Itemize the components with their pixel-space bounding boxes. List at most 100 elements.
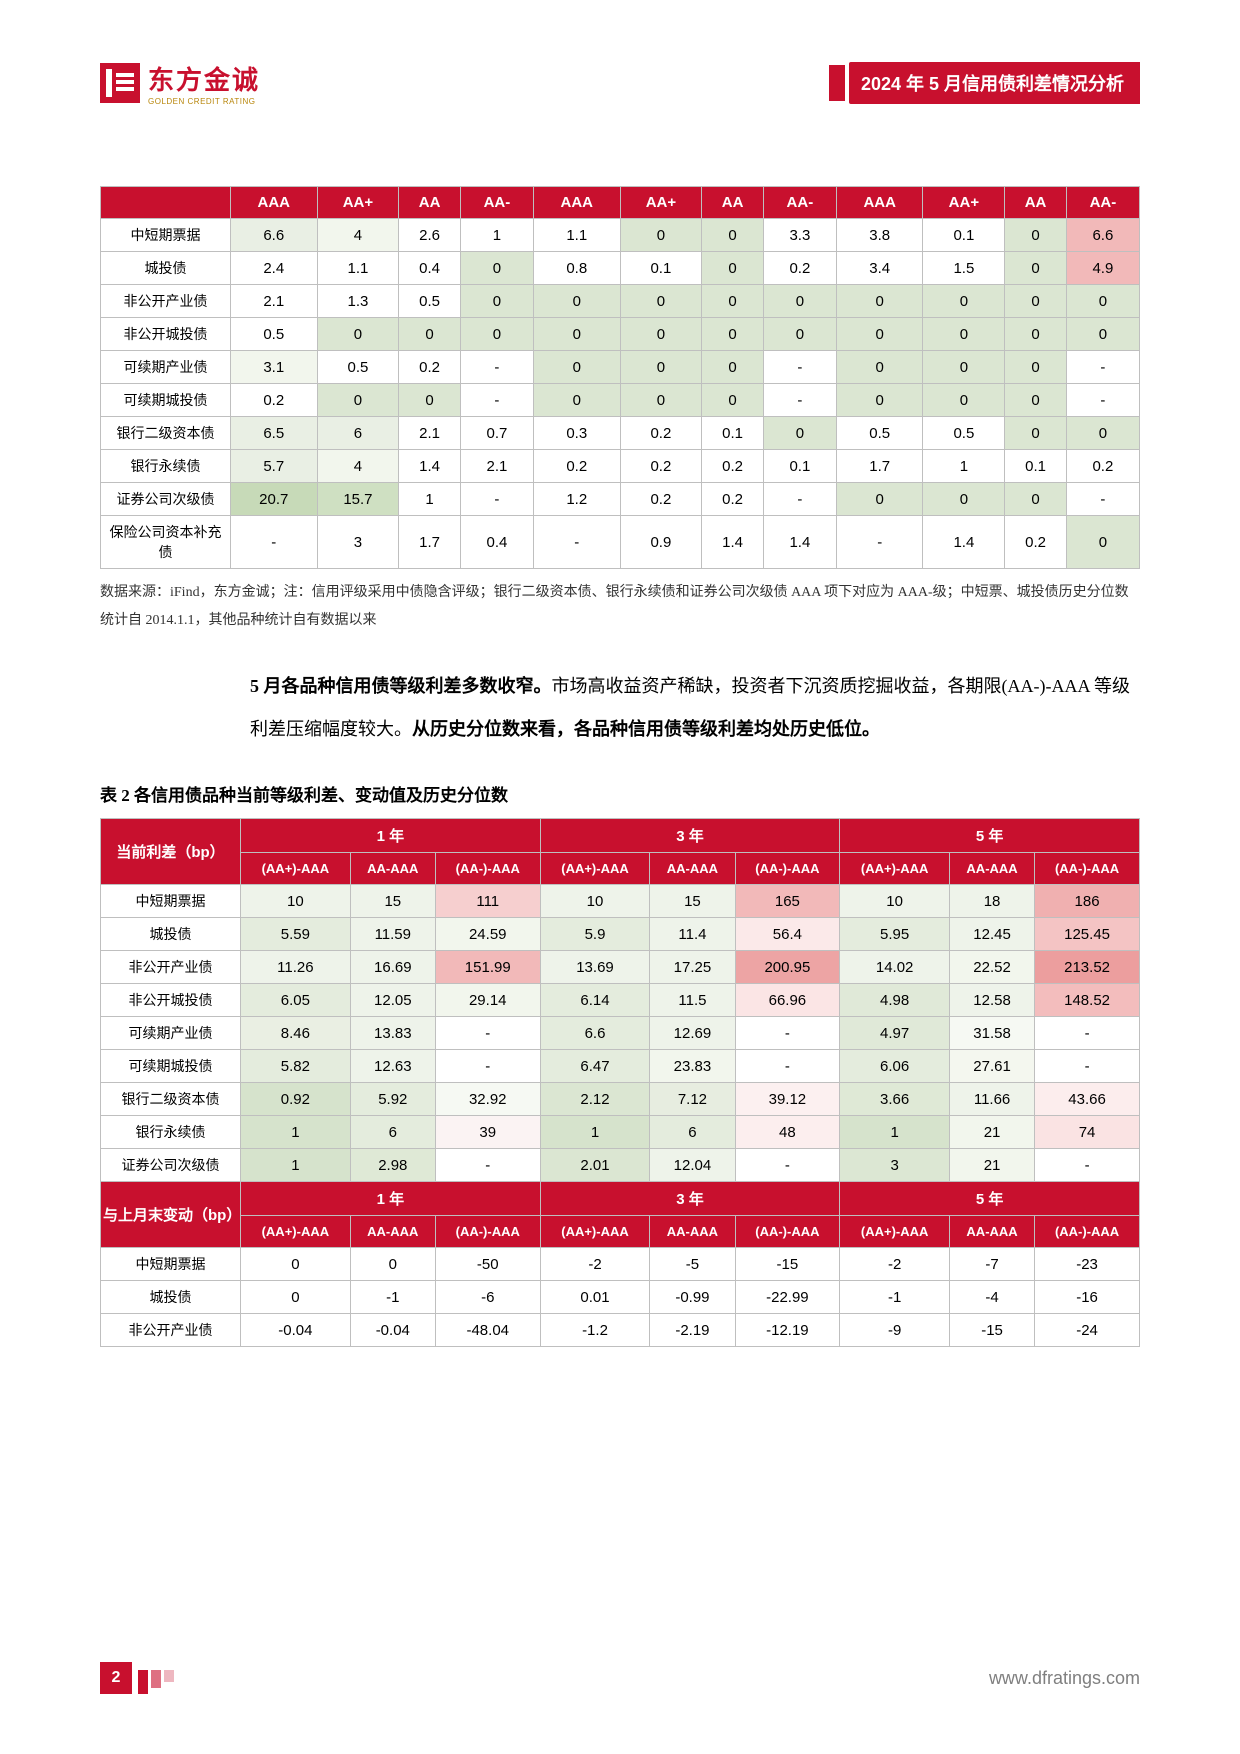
table-cell: 0 <box>923 285 1005 318</box>
doc-title-wrap: 2024 年 5 月信用债利差情况分析 <box>829 62 1140 104</box>
table-cell: 4 <box>317 219 399 252</box>
sub-header: (AA+)-AAA <box>540 853 650 885</box>
table-cell: 6.47 <box>540 1050 650 1083</box>
table-cell: 1.4 <box>399 450 461 483</box>
table-cell: 0 <box>702 285 764 318</box>
table-cell: 0 <box>763 285 836 318</box>
table-cell: -7 <box>950 1248 1035 1281</box>
sub-header: AA-AAA <box>950 853 1035 885</box>
table-cell: 32.92 <box>435 1083 540 1116</box>
table-cell: 0.1 <box>1005 450 1067 483</box>
table-row-label: 城投债 <box>101 1281 241 1314</box>
table-cell: 0.2 <box>1066 450 1139 483</box>
source-note: 数据来源：iFind，东方金诚；注：信用评级采用中债隐含评级；银行二级资本债、银… <box>100 579 1140 635</box>
table-cell: -5 <box>650 1248 735 1281</box>
table-cell: -23 <box>1035 1248 1140 1281</box>
table-cell: 0 <box>836 351 923 384</box>
table-cell: - <box>763 483 836 516</box>
table-cell: 20.7 <box>231 483 318 516</box>
table-cell: 29.14 <box>435 984 540 1017</box>
table-cell: 0.4 <box>460 516 533 569</box>
table-cell: 11.4 <box>650 918 735 951</box>
table-cell: 2.1 <box>231 285 318 318</box>
table-cell: 2.01 <box>540 1149 650 1182</box>
table-cell: 3 <box>317 516 399 569</box>
table-row-label: 中短期票据 <box>101 219 231 252</box>
table-cell: 5.7 <box>231 450 318 483</box>
table-cell: 7.12 <box>650 1083 735 1116</box>
table-cell: 0 <box>399 318 461 351</box>
logo-en: GOLDEN CREDIT RATING <box>148 97 260 106</box>
table-row-label: 城投债 <box>101 918 241 951</box>
table-cell: 10 <box>840 885 950 918</box>
table-cell: 24.59 <box>435 918 540 951</box>
table-cell: 0 <box>533 351 620 384</box>
table-cell: 5.82 <box>241 1050 351 1083</box>
sub-header: (AA+)-AAA <box>241 1216 351 1248</box>
page-footer: 2 www.dfratings.com <box>100 1662 1140 1694</box>
table-cell: 0 <box>1005 384 1067 417</box>
table-cell: 0 <box>620 219 702 252</box>
table-row-label: 银行二级资本债 <box>101 417 231 450</box>
table-cell: 18 <box>950 885 1035 918</box>
table-cell: 1 <box>923 450 1005 483</box>
table-cell: 1.4 <box>763 516 836 569</box>
table-cell: -9 <box>840 1314 950 1347</box>
table-cell: 1 <box>540 1116 650 1149</box>
table-cell: 21 <box>950 1149 1035 1182</box>
table-cell: 0 <box>1066 417 1139 450</box>
table-cell: 0 <box>1005 252 1067 285</box>
table-cell: - <box>1066 384 1139 417</box>
table-cell: 1.5 <box>923 252 1005 285</box>
table-cell: 4.9 <box>1066 252 1139 285</box>
table-cell: 0 <box>836 285 923 318</box>
table-cell: -24 <box>1035 1314 1140 1347</box>
table-cell: 0.5 <box>317 351 399 384</box>
sub-header: AA-AAA <box>350 1216 435 1248</box>
sub-header: AA-AAA <box>650 1216 735 1248</box>
table-cell: 0.9 <box>620 516 702 569</box>
table-cell: -2.19 <box>650 1314 735 1347</box>
table-cell: 0 <box>702 384 764 417</box>
table-cell: 1 <box>460 219 533 252</box>
table-cell: - <box>533 516 620 569</box>
table-cell: 12.63 <box>350 1050 435 1083</box>
sub-header: AA-AAA <box>650 853 735 885</box>
table-cell: 0 <box>702 252 764 285</box>
logo: 东方金诚 GOLDEN CREDIT RATING <box>100 60 260 106</box>
table-cell: 0.2 <box>399 351 461 384</box>
year-header: 5 年 <box>840 1182 1140 1216</box>
table-cell: 0 <box>923 318 1005 351</box>
table-cell: 186 <box>1035 885 1140 918</box>
sub-header: (AA+)-AAA <box>540 1216 650 1248</box>
table-cell: 0.5 <box>399 285 461 318</box>
sub-header: (AA-)-AAA <box>1035 853 1140 885</box>
table-cell: 27.61 <box>950 1050 1035 1083</box>
table-row-label: 银行二级资本债 <box>101 1083 241 1116</box>
sub-header: AA-AAA <box>950 1216 1035 1248</box>
table-cell: 17.25 <box>650 951 735 984</box>
table-row-label: 银行永续债 <box>101 1116 241 1149</box>
table-cell: 39 <box>435 1116 540 1149</box>
table-cell: 125.45 <box>1035 918 1140 951</box>
table-cell: 0 <box>350 1248 435 1281</box>
table-cell: 12.05 <box>350 984 435 1017</box>
table-cell: 0.4 <box>399 252 461 285</box>
table-cell: 6 <box>650 1116 735 1149</box>
table-cell: - <box>1035 1149 1140 1182</box>
year-header: 5 年 <box>840 819 1140 853</box>
table-cell: 0 <box>1005 219 1067 252</box>
sub-header: (AA-)-AAA <box>735 853 840 885</box>
table-cell: -1 <box>840 1281 950 1314</box>
table-cell: 3 <box>840 1149 950 1182</box>
sub-header: (AA+)-AAA <box>840 1216 950 1248</box>
table-row-label: 可续期产业债 <box>101 351 231 384</box>
table-cell: 0.5 <box>923 417 1005 450</box>
table-row-label: 非公开城投债 <box>101 318 231 351</box>
table-cell: 15 <box>350 885 435 918</box>
table-cell: 23.83 <box>650 1050 735 1083</box>
table-cell: 0.2 <box>620 450 702 483</box>
table-cell: 11.5 <box>650 984 735 1017</box>
table-cell: 11.59 <box>350 918 435 951</box>
table-cell: 74 <box>1035 1116 1140 1149</box>
